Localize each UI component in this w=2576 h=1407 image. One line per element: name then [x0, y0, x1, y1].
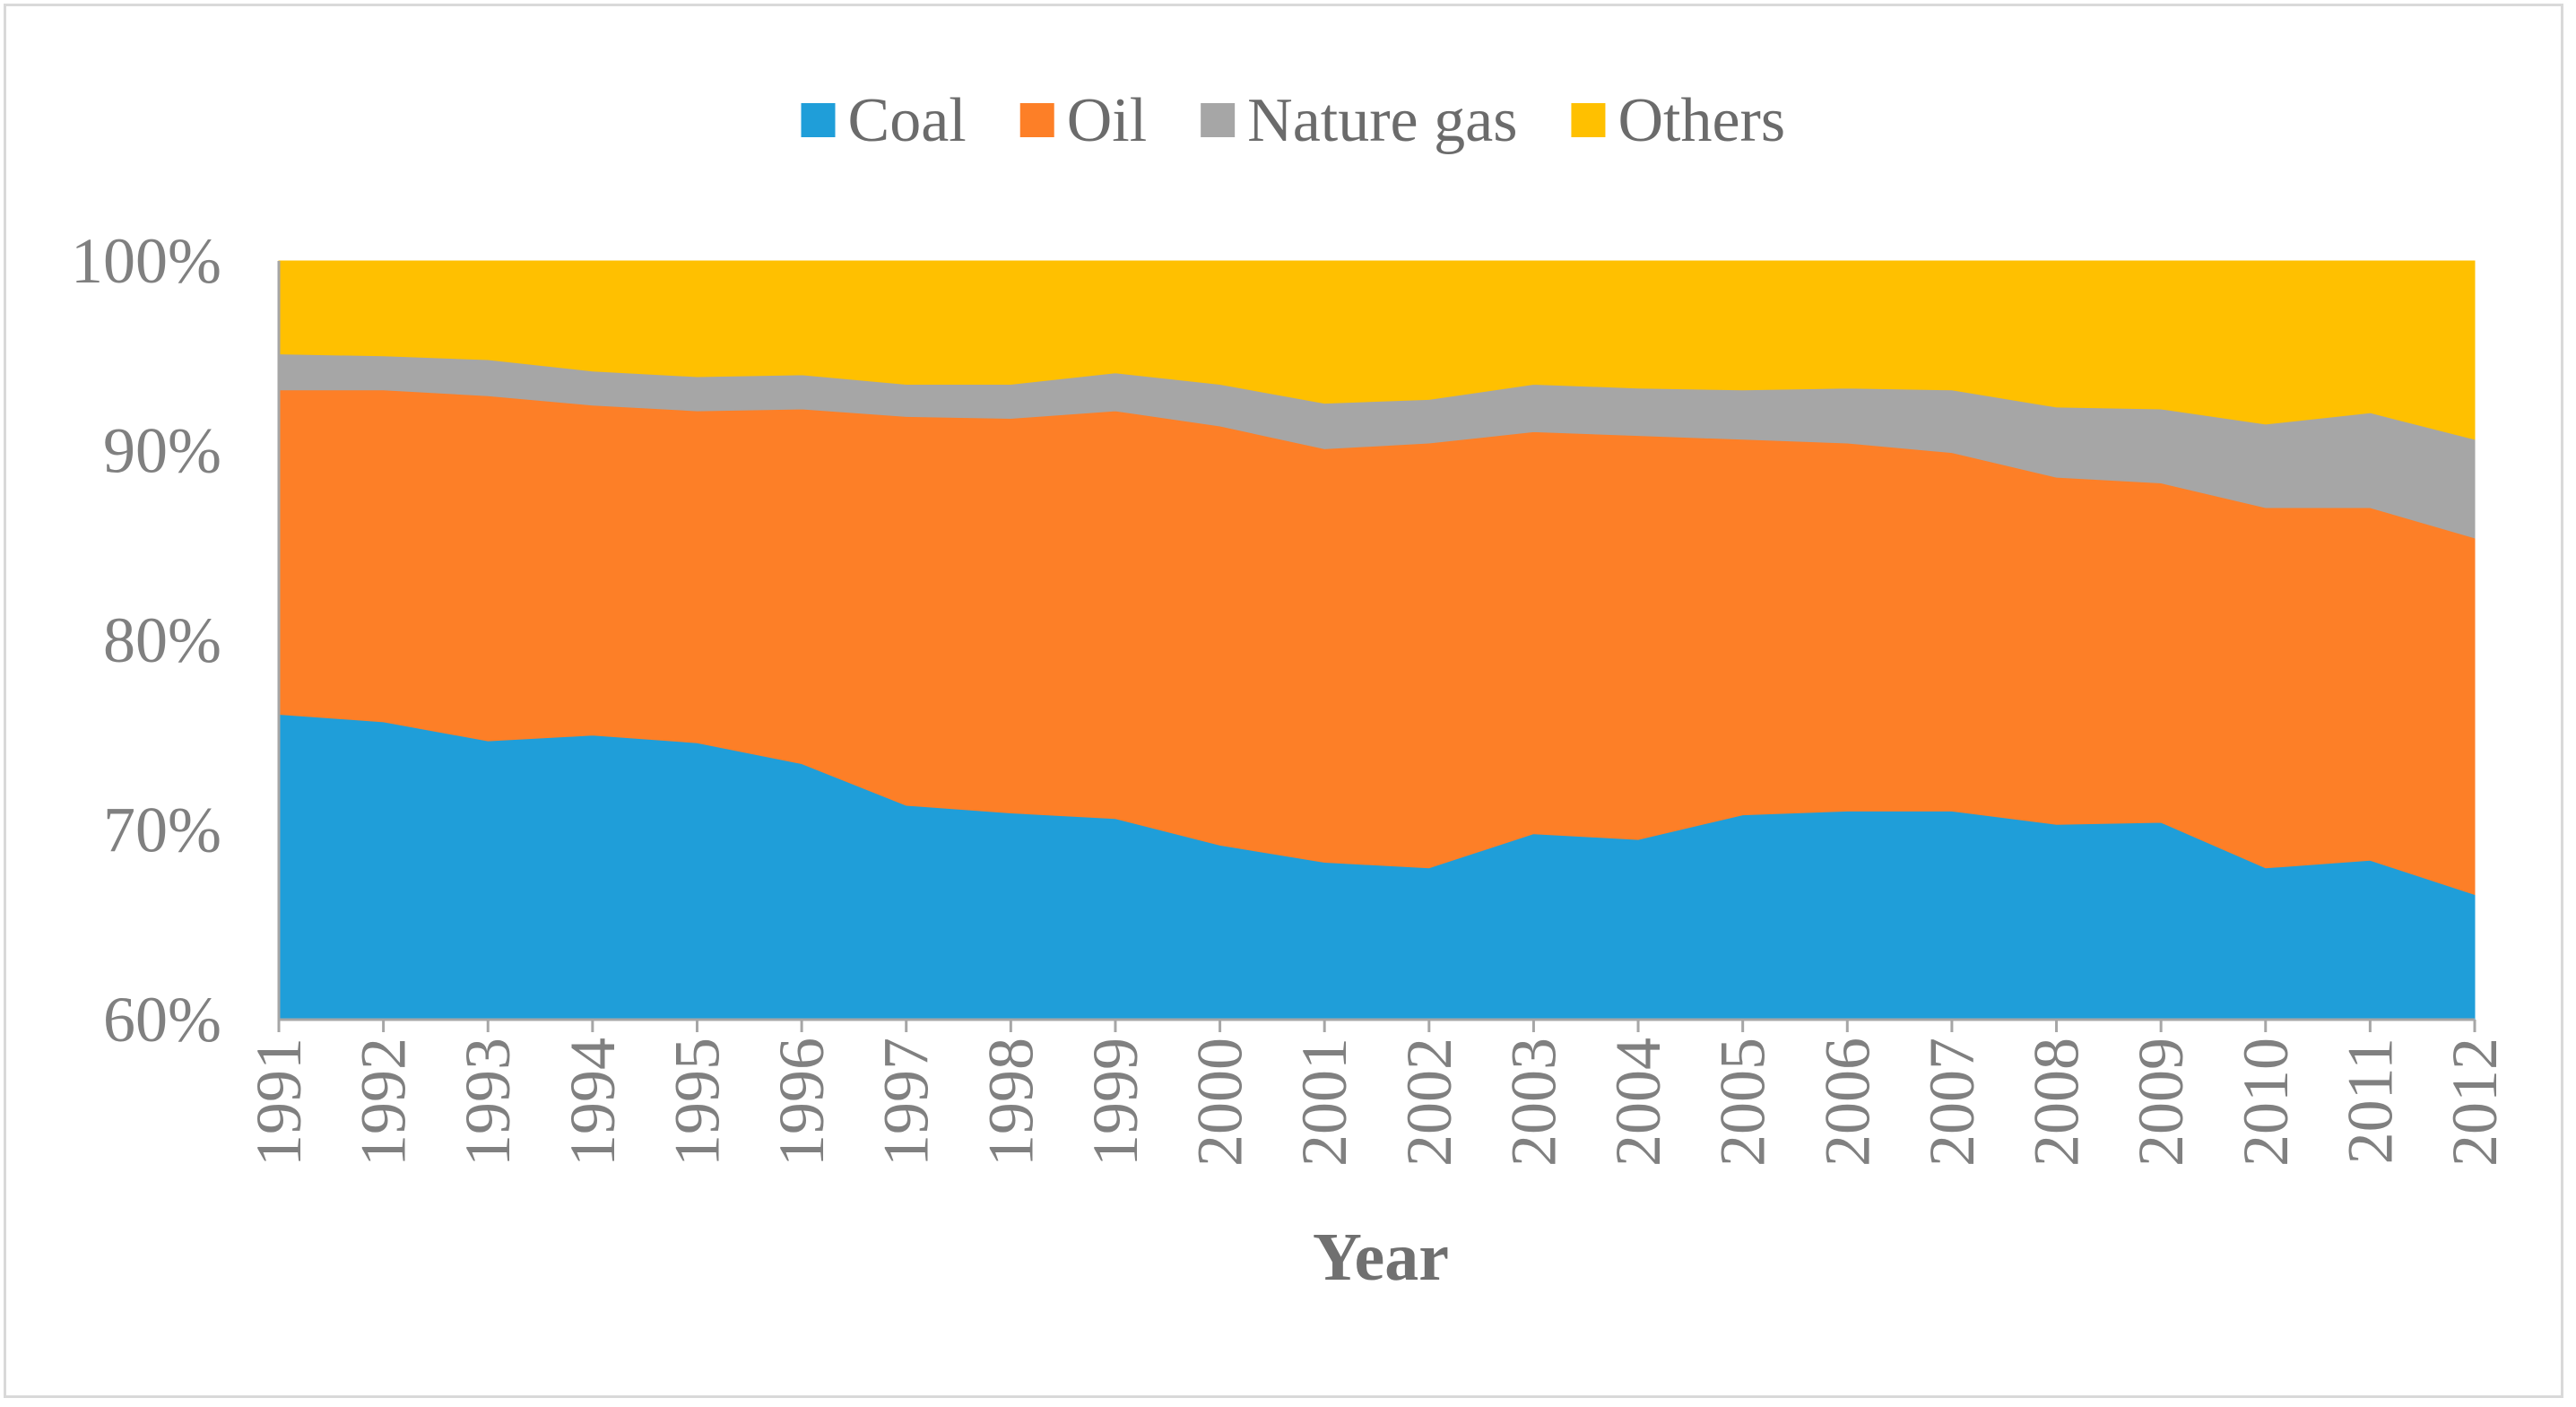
legend-label-oil: Oil: [1067, 86, 1147, 155]
x-tick-label: 2007: [1916, 1038, 1988, 1167]
x-tick-label: 1994: [557, 1038, 629, 1167]
x-tick-label: 2009: [2125, 1038, 2197, 1167]
y-tick-label: 100%: [71, 225, 221, 297]
x-tick-label: 1995: [661, 1038, 733, 1167]
plot-areas: [278, 260, 2476, 1021]
axes: [277, 261, 2475, 1021]
legend-label-nature-gas: Nature gas: [1247, 86, 1517, 155]
x-tick-label: 1991: [243, 1038, 315, 1167]
x-tick-label: 2005: [1707, 1038, 1779, 1167]
x-tick-label: 2004: [1602, 1038, 1674, 1167]
x-tick-label: 2010: [2230, 1038, 2302, 1167]
y-axis-ticks: 60% 70% 80% 90% 100%: [71, 225, 221, 1055]
legend: Coal Oil Nature gas Others: [801, 86, 1785, 155]
y-tick-label: 70%: [103, 795, 221, 866]
legend-swatch-oil: [1019, 103, 1054, 137]
x-tick-label: 2012: [2439, 1038, 2511, 1167]
x-tick-label: 1999: [1080, 1038, 1151, 1167]
x-tick-label: 1993: [452, 1038, 524, 1167]
legend-label-others: Others: [1618, 86, 1785, 155]
legend-swatch-others: [1571, 103, 1606, 137]
area-others: [278, 260, 2476, 440]
x-tick-label: 2000: [1184, 1038, 1256, 1167]
x-tick-label: 1992: [348, 1038, 420, 1167]
y-tick-label: 60%: [103, 984, 221, 1055]
legend-swatch-nature-gas: [1201, 103, 1236, 137]
x-tick-label: 1996: [766, 1038, 837, 1167]
x-tick-label: 2011: [2334, 1038, 2406, 1164]
x-tick-label: 1997: [871, 1038, 942, 1167]
chart-frame: Coal Oil Nature gas Others 60% 70% 80% 90% 100%…: [4, 4, 2563, 1398]
y-tick-label: 80%: [103, 604, 221, 676]
x-axis-title: Year: [1313, 1220, 1449, 1295]
x-tick-label: 2006: [1811, 1038, 1883, 1167]
y-tick-label: 90%: [103, 415, 221, 487]
stacked-area-chart: Coal Oil Nature gas Others 60% 70% 80% 90% 100%…: [71, 86, 2511, 1295]
x-axis-ticks: 1991 1992 1993 1994 1995 1996 1997 1998 1999 2000…: [243, 1020, 2511, 1167]
x-tick-label: 2003: [1497, 1038, 1569, 1167]
x-tick-label: 2001: [1288, 1038, 1360, 1167]
legend-swatch-coal: [801, 103, 836, 137]
x-tick-label: 1998: [975, 1038, 1046, 1167]
legend-label-coal: Coal: [848, 86, 967, 155]
x-tick-label: 2008: [2021, 1038, 2093, 1167]
x-tick-label: 2002: [1393, 1038, 1465, 1167]
